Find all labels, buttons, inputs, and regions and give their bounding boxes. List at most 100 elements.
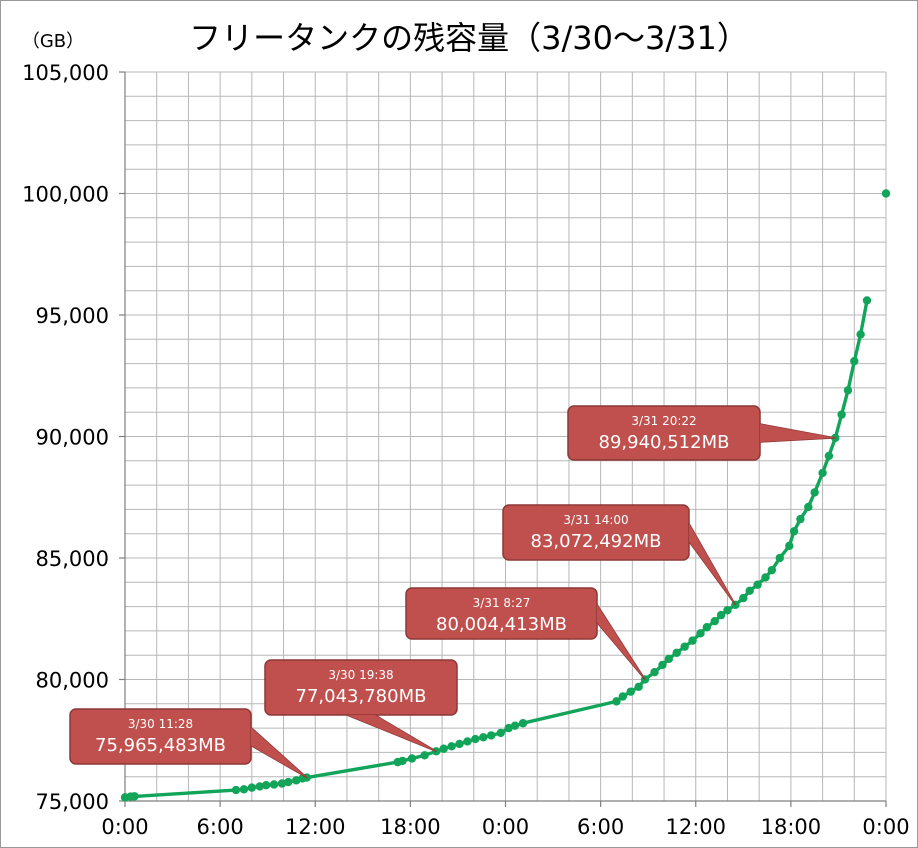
x-tick-label: 18:00: [380, 815, 441, 839]
data-point: [710, 616, 719, 626]
data-point: [626, 687, 635, 696]
data-point: [702, 623, 712, 632]
data-point: [612, 697, 621, 706]
data-point: [510, 721, 520, 730]
series: [120, 189, 891, 802]
x-tick-label: 0:00: [101, 815, 148, 839]
data-point: [804, 502, 813, 512]
data-point: [284, 777, 293, 787]
y-tick-labels: 75,000 80,000 85,000 90,000 95,000 100,000 105…: [22, 61, 109, 814]
callout: 3/30 19:38 77,043,780MB: [264, 659, 458, 753]
callout: 3/30 11:28 75,965,483MB: [69, 708, 308, 779]
y-tick-label: 95,000: [36, 304, 109, 328]
data-point: [130, 792, 139, 801]
x-tick-label: 6:00: [197, 815, 244, 839]
data-point: [439, 744, 448, 753]
data-point: [420, 751, 429, 760]
data-point: [723, 606, 732, 615]
data-point: [496, 728, 505, 738]
data-point: [447, 742, 456, 751]
data-point: [796, 514, 805, 524]
callout-pointer-fill: [597, 604, 646, 680]
data-point: [767, 565, 777, 575]
data-point: [504, 723, 513, 733]
callout-date: 3/30 19:38: [328, 668, 393, 682]
callout: 3/31 14:00 83,072,492MB: [502, 504, 737, 606]
x-tick-label: 18:00: [761, 815, 822, 839]
y-tick-label: 80,000: [36, 669, 109, 693]
data-point: [479, 733, 488, 742]
data-point: [688, 636, 697, 645]
data-point: [785, 541, 794, 551]
y-axis-unit: （GB）: [22, 31, 84, 52]
data-point: [696, 629, 705, 638]
data-point: [398, 756, 407, 766]
callouts: 3/30 11:28 75,965,483MB 3/30 19:38 77,043,7…: [69, 405, 836, 779]
y-tick-label: 105,000: [22, 61, 109, 85]
data-point: [518, 719, 528, 728]
data-point: [239, 785, 249, 794]
data-point: [824, 451, 834, 461]
callout-value: 75,965,483MB: [95, 735, 226, 756]
data-point: [269, 780, 279, 789]
data-point: [487, 731, 496, 740]
y-tick-label: 100,000: [22, 183, 109, 207]
callout-pointer-fill: [251, 727, 307, 778]
data-point: [247, 783, 257, 792]
callout: 3/31 8:27 80,004,413MB: [405, 587, 646, 680]
x-tick-labels: 0:00 6:00 12:00 18:00 0:00 6:00 12:00 18:00 0:00: [101, 815, 909, 839]
data-point: [471, 734, 480, 744]
chart-title: フリータンクの残容量（3/30〜3/31）: [189, 19, 749, 57]
data-point: [463, 737, 472, 746]
data-point: [739, 593, 748, 603]
data-point: [231, 785, 241, 795]
data-point: [837, 410, 846, 419]
axes: [119, 71, 887, 807]
callout-date: 3/31 14:00: [563, 513, 628, 527]
y-tick-label: 75,000: [36, 790, 109, 814]
data-point: [862, 296, 872, 305]
callout: 3/31 20:22 89,940,512MB: [567, 405, 836, 461]
callout-date: 3/31 8:27: [473, 596, 531, 610]
data-point: [775, 553, 784, 563]
data-point: [745, 586, 754, 596]
data-point: [680, 642, 689, 651]
callout-value: 77,043,780MB: [296, 686, 427, 707]
x-tick-label: 6:00: [577, 815, 624, 839]
callout-date: 3/31 20:22: [631, 414, 696, 428]
callout-pointer-fill: [689, 523, 736, 605]
callout-value: 83,072,492MB: [531, 531, 662, 552]
data-point: [789, 527, 799, 536]
callout-pointer-fill: [760, 424, 836, 442]
data-point: [818, 468, 827, 478]
data-point: [455, 739, 464, 749]
data-point: [856, 330, 865, 339]
data-point: [618, 692, 628, 701]
y-tick-label: 90,000: [36, 426, 109, 450]
data-point: [292, 776, 301, 785]
callout-value: 89,940,512MB: [599, 432, 730, 453]
data-point: [850, 356, 859, 366]
data-point: [753, 580, 762, 589]
x-tick-label: 12:00: [665, 815, 726, 839]
data-point: [255, 782, 264, 791]
y-tick-label: 85,000: [36, 547, 109, 571]
callout-value: 80,004,413MB: [436, 614, 567, 635]
data-point: [658, 660, 667, 670]
data-point: [672, 648, 681, 657]
data-point: [843, 386, 853, 395]
data-point: [277, 779, 287, 788]
data-point: [761, 573, 770, 582]
x-tick-label: 0:00: [482, 815, 529, 839]
data-point: [634, 682, 643, 691]
x-tick-label: 12:00: [285, 815, 346, 839]
callout-date: 3/30 11:28: [128, 717, 193, 731]
callout-pointer-fill: [347, 715, 437, 752]
data-point: [407, 754, 417, 763]
data-point: [881, 189, 891, 198]
data-point: [810, 488, 819, 497]
data-point: [716, 610, 726, 620]
x-tick-label: 0:00: [862, 815, 909, 839]
